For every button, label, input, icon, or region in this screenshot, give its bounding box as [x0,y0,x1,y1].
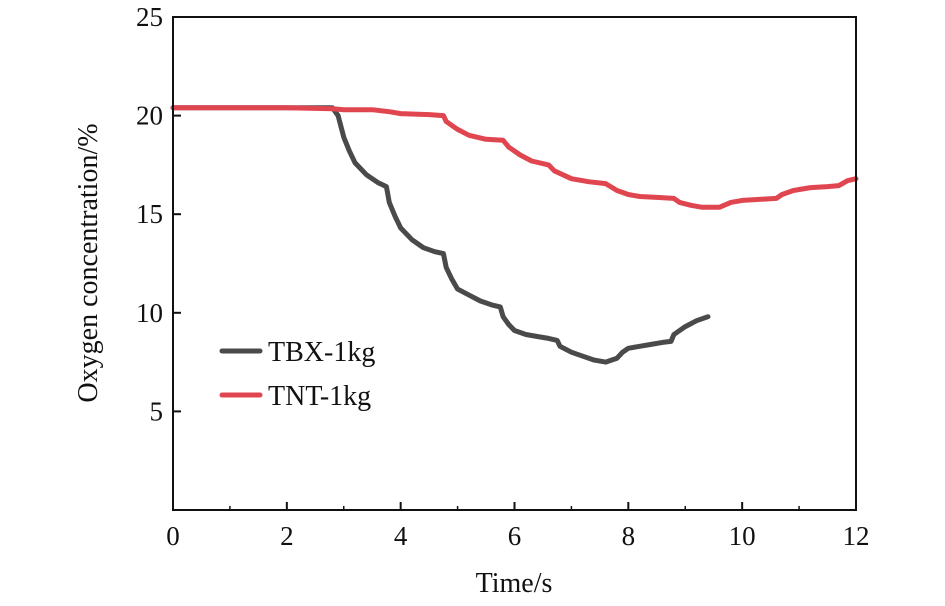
x-tick-label: 2 [280,521,294,551]
x-tick-label: 8 [622,521,636,551]
legend-label-tnt: TNT-1kg [268,381,371,412]
x-tick-labels: 0 2 4 6 8 10 12 [166,521,869,551]
legend: TBX-1kg TNT-1kg [219,337,375,412]
x-tick-label: 4 [394,521,408,551]
y-tick-label: 15 [136,199,163,229]
y-tick-labels: 5 10 15 20 25 [136,2,163,426]
series-line-tbx-1kg [170,105,711,365]
legend-label-tbx: TBX-1kg [268,337,375,368]
y-tick-label: 25 [136,2,163,32]
x-axis-title: Time/s [476,568,553,599]
x-tick-label: 12 [843,521,870,551]
x-tick-label: 6 [508,521,522,551]
plot-frame [172,16,857,511]
x-tick-label: 10 [729,521,756,551]
y-tick-label: 10 [136,298,163,328]
y-tick-label: 20 [136,101,163,131]
y-tick-label: 5 [150,396,164,426]
series-layer [170,105,859,365]
y-axis-ticks [173,16,181,413]
x-tick-label: 0 [166,521,180,551]
series-line-tnt-1kg [170,105,859,210]
x-axis-ticks [172,502,857,510]
y-axis-title: Oxygen concentration/% [73,123,104,402]
